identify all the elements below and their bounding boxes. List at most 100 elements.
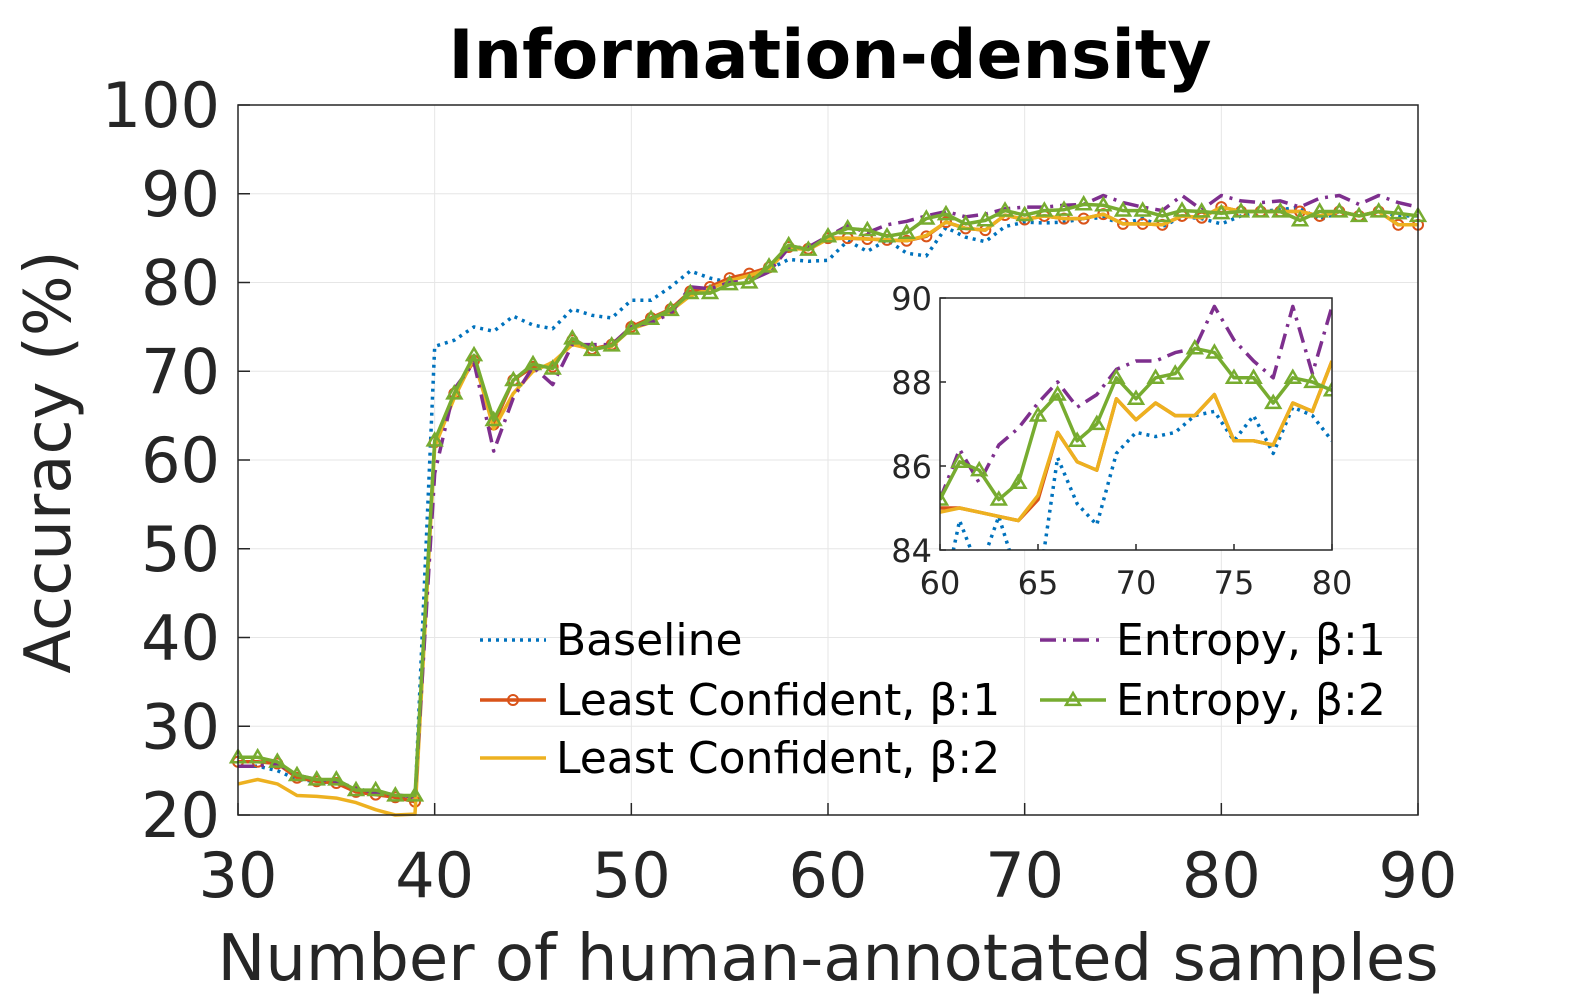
y-tick-label: 30 [141,690,220,763]
data-point-entropy-2 [327,770,346,786]
data-point-entropy-2 [484,410,503,427]
inset-data-point-entropy-2 [1146,368,1165,384]
data-point-entropy-2 [1251,202,1270,218]
data-point-entropy-2 [425,431,444,447]
data-point-entropy-2 [582,340,602,357]
inset-x-tick-label: 60 [920,564,961,602]
legend-label-baseline: Baseline [556,615,743,666]
y-axis-label: Accuracy (%) [12,250,86,673]
inset-data-point-entropy-2 [1264,393,1283,410]
data-point-entropy-2 [740,273,759,289]
data-point-entropy-2 [622,319,641,335]
inset-x-tick-label: 70 [1116,564,1157,602]
inset-background [940,298,1332,550]
data-point-entropy-2 [1192,202,1211,218]
data-point-entropy-2 [563,328,582,345]
inset-y-tick-label: 86 [891,448,932,486]
data-point-entropy-2 [1310,202,1329,218]
data-point-entropy-2 [917,209,936,225]
inset-data-point-entropy-2 [970,460,989,477]
legend-marker-entropy-2 [1063,690,1083,707]
inset-data-point-entropy-2 [1028,406,1048,422]
data-point-entropy-2 [523,354,543,371]
data-point-entropy-2 [936,204,956,221]
inset-data-point-entropy-2 [989,490,1008,506]
x-tick-label: 80 [1182,839,1261,912]
data-point-entropy-2 [1290,210,1310,227]
data-point-entropy-2 [1369,202,1388,218]
data-point-entropy-2 [779,235,798,252]
inset-data-point-entropy-2 [1126,389,1146,405]
inset-data-point-entropy-2 [1107,368,1126,384]
main-plot [228,193,1428,817]
data-point-entropy-2 [464,345,484,362]
y-tick-label: 90 [141,158,220,231]
data-point-entropy-2 [1172,201,1192,217]
data-point-entropy-2 [720,274,739,291]
data-point-entropy-2 [1271,202,1290,218]
inset-data-point-entropy-2 [1283,368,1302,384]
inset-y-tick-label: 90 [891,280,932,318]
inset-data-point-entropy-2 [1244,368,1263,384]
inset-x-tick-label: 75 [1214,564,1255,602]
inset-data-point-entropy-2 [1224,368,1244,384]
chart-title: Information-density [448,16,1211,95]
data-point-entropy-2 [268,752,287,768]
data-point-entropy-2 [1349,206,1369,223]
data-point-entropy-2 [838,218,857,235]
data-point-entropy-2 [995,201,1015,217]
inset-x-tick-label: 65 [1018,564,1059,602]
legend: Baseline Least Confident, β:1 Least Confid… [480,615,1386,784]
data-point-entropy-2 [366,780,385,797]
data-point-entropy-2 [976,210,995,227]
y-tick-label: 100 [102,69,220,142]
inset-data-point-entropy-2 [1205,343,1224,359]
x-tick-label: 60 [789,839,868,912]
x-axis-label: Number of human-annotated samples [217,922,1438,996]
data-point-entropy-2 [1231,202,1251,218]
inset-data-point-entropy-2 [1185,338,1204,355]
data-point-entropy-2 [1113,201,1133,217]
data-point-entropy-2 [759,257,779,273]
inset-series-line-entropy-1 [940,304,1332,501]
data-point-entropy-2 [543,359,562,375]
data-point-entropy-2 [681,283,700,300]
data-point-entropy-2 [248,747,267,764]
y-tick-label: 20 [141,779,220,852]
data-point-entropy-2 [1330,202,1349,218]
data-point-entropy-2 [386,786,405,802]
y-tick-label: 50 [141,513,220,586]
data-point-entropy-2 [1133,201,1152,217]
legend-label-entropy-2: Entropy, β:2 [1116,675,1386,726]
y-tick-label: 80 [141,247,220,320]
data-point-entropy-2 [818,226,838,243]
data-point-entropy-2 [799,240,818,256]
data-point-entropy-2 [700,283,720,300]
y-tick-label: 60 [141,424,220,497]
data-point-entropy-2 [956,214,975,231]
inset-data-point-entropy-2 [1303,372,1322,389]
inset-data-point-entropy-2 [1166,364,1185,380]
x-tick-label: 90 [1379,839,1458,912]
inset-data-point-entropy-2 [1087,414,1106,431]
inset-ticks: 60 65 70 75 80 84 86 88 90 [891,280,1352,602]
legend-label-least-confident-2: Least Confident, β:2 [556,733,1000,784]
data-point-entropy-2 [346,780,366,797]
data-point-entropy-2 [1054,200,1074,216]
y-tick-label: 40 [141,602,220,675]
x-tick-label: 70 [985,839,1064,912]
data-point-entropy-2 [1074,194,1093,211]
data-point-entropy-2 [877,226,897,243]
data-point-entropy-2 [445,383,464,400]
x-tick-label: 40 [395,839,474,912]
data-point-entropy-2 [1035,201,1054,217]
inset-data-point-entropy-2 [940,490,950,506]
legend-label-least-confident-1: Least Confident, β:1 [556,675,1000,726]
inset-series-line-baseline [951,405,1332,550]
data-point-entropy-2 [405,786,425,802]
inset-data-point-entropy-2 [1009,473,1028,489]
data-point-entropy-2 [602,336,621,352]
inset-data-point-entropy-2 [1068,431,1087,447]
data-point-entropy-2 [504,370,523,387]
inset-plot [940,304,1332,550]
